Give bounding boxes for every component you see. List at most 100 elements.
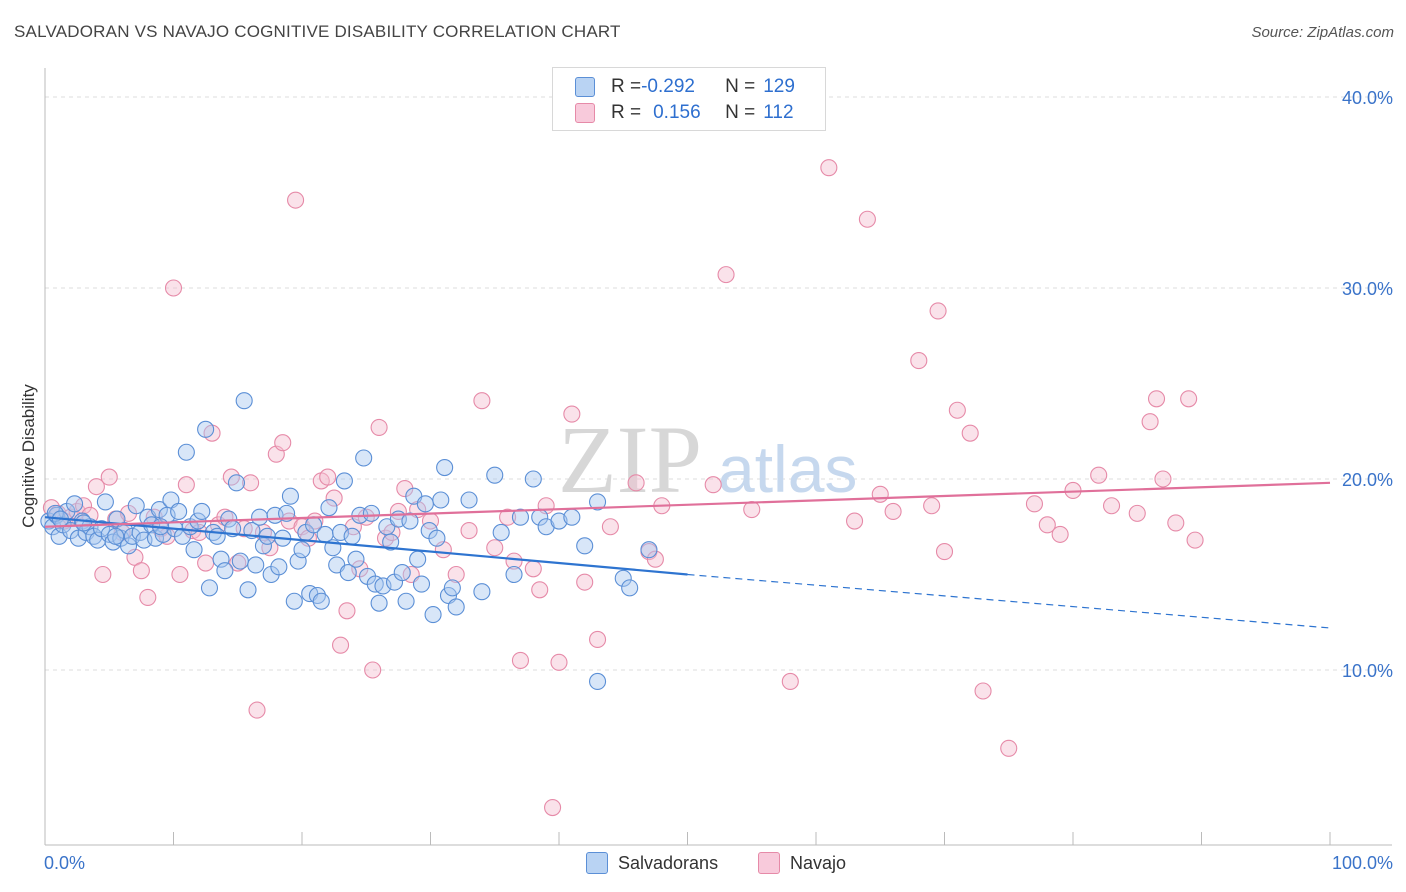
legend-n-value: 112 <box>763 102 794 123</box>
navajo-point <box>325 489 343 507</box>
salvadoran-point <box>347 550 365 568</box>
axes <box>44 68 1392 846</box>
navajo-point <box>974 682 992 700</box>
salvadoran-point <box>251 508 269 526</box>
navajo-point <box>171 565 189 584</box>
navajo-point <box>820 159 838 177</box>
navajo-point <box>139 588 157 606</box>
navajo-point <box>486 539 504 557</box>
navajo-point <box>910 352 928 370</box>
legend-n-value: 129 <box>763 76 795 97</box>
legend-n-label: N = <box>725 102 756 123</box>
navajo-point <box>871 485 889 503</box>
navajo-point <box>563 405 581 423</box>
salvadoran-point <box>293 541 311 559</box>
navajo-point <box>884 502 902 521</box>
salvadoran-point <box>416 495 434 513</box>
grid-lines <box>45 96 1392 671</box>
legend-row-salvadoran: R = -0.292 N = 129 <box>575 74 795 100</box>
legend-n-label: N = <box>725 76 756 97</box>
navajo-point <box>1090 466 1108 484</box>
salvadoran-point <box>382 533 400 551</box>
navajo-legend-label: Navajo <box>790 852 847 873</box>
watermark-zip: ZIP <box>558 406 702 513</box>
navajo-point <box>242 474 260 492</box>
y-tick-label: 40.0% <box>1342 88 1393 108</box>
navajo-point <box>1154 470 1172 488</box>
salvadoran-point <box>185 541 203 559</box>
salvadoran-point <box>312 592 330 610</box>
navajo-point <box>164 279 183 297</box>
salvadoran-point <box>428 529 446 547</box>
salvadoran-point <box>401 512 419 530</box>
legend-r-label: R = <box>611 102 642 123</box>
salvadoran-point <box>281 487 299 505</box>
navajo-point <box>177 476 195 494</box>
navajo-trend-line <box>44 481 1331 528</box>
salvadoran-point <box>393 564 411 582</box>
navajo-point <box>576 573 594 591</box>
x-tick-label: 100.0% <box>1332 853 1393 873</box>
salvadoran-point <box>285 592 303 610</box>
navajo-swatch <box>575 103 595 123</box>
navajo-point <box>274 434 292 452</box>
navajo-point <box>1038 516 1056 534</box>
salvadoran-point <box>397 592 415 610</box>
salvadoran-trend-line <box>44 516 688 576</box>
salvadoran-point <box>447 598 465 616</box>
salvadoran-point <box>177 443 195 461</box>
legend-r-label: R = <box>611 76 642 97</box>
y-tick-label: 10.0% <box>1342 661 1393 681</box>
salvadoran-point <box>254 537 273 555</box>
salvadoran-point <box>216 562 234 580</box>
navajo-point <box>338 602 356 620</box>
salvadoran-point <box>239 581 257 599</box>
salvadoran-point <box>227 474 246 492</box>
navajo-point <box>505 552 523 570</box>
navajo-point <box>1186 531 1204 549</box>
salvadoran-point <box>588 672 607 691</box>
x-tick-label: 0.0% <box>44 853 85 873</box>
navajo-point <box>646 550 664 568</box>
navajo-point <box>197 554 215 572</box>
navajo-point <box>1167 514 1185 532</box>
salvadoran-point <box>200 579 219 597</box>
salvadoran-point <box>231 552 249 570</box>
navajo-point <box>1000 739 1018 757</box>
watermark: ZIP atlas <box>558 406 857 513</box>
navajo-point <box>87 478 105 496</box>
navajo-point <box>1141 413 1159 431</box>
salvadoran-point <box>412 575 431 593</box>
navajo-point <box>627 474 645 492</box>
salvadoran-point <box>621 579 639 597</box>
navajo-point <box>1103 497 1121 515</box>
navajo-point <box>601 518 619 536</box>
navajo-point <box>100 468 118 486</box>
legend-r-value: 0.156 <box>653 102 701 123</box>
navajo-point <box>588 630 607 648</box>
navajo-point <box>550 653 568 671</box>
salvadoran-point <box>432 491 450 509</box>
salvadoran-point <box>362 504 380 522</box>
navajo-point <box>929 302 947 320</box>
salvadoran-point <box>208 527 226 545</box>
navajo-point <box>370 418 388 436</box>
navajo-point <box>781 672 799 691</box>
salvadoran-point <box>127 497 145 515</box>
navajo-point <box>132 562 150 580</box>
navajo-point <box>1128 504 1146 522</box>
navajo-point <box>531 581 549 599</box>
salvadoran-point <box>66 495 84 513</box>
salvadoran-point <box>424 606 442 624</box>
navajo-point <box>248 701 266 719</box>
correlation-legend: R = -0.292 N = 129 R = 0.156 N = 112 <box>552 67 826 131</box>
watermark-atlas: atlas <box>718 432 857 506</box>
salvadoran-point <box>550 512 568 530</box>
navajo-point <box>948 401 966 419</box>
salvadoran-point <box>614 569 632 587</box>
navajo-point <box>287 191 305 209</box>
salvadoran-point <box>409 550 427 568</box>
salvadoran-legend-label: Salvadorans <box>618 852 719 873</box>
salvadoran-point <box>511 508 530 526</box>
